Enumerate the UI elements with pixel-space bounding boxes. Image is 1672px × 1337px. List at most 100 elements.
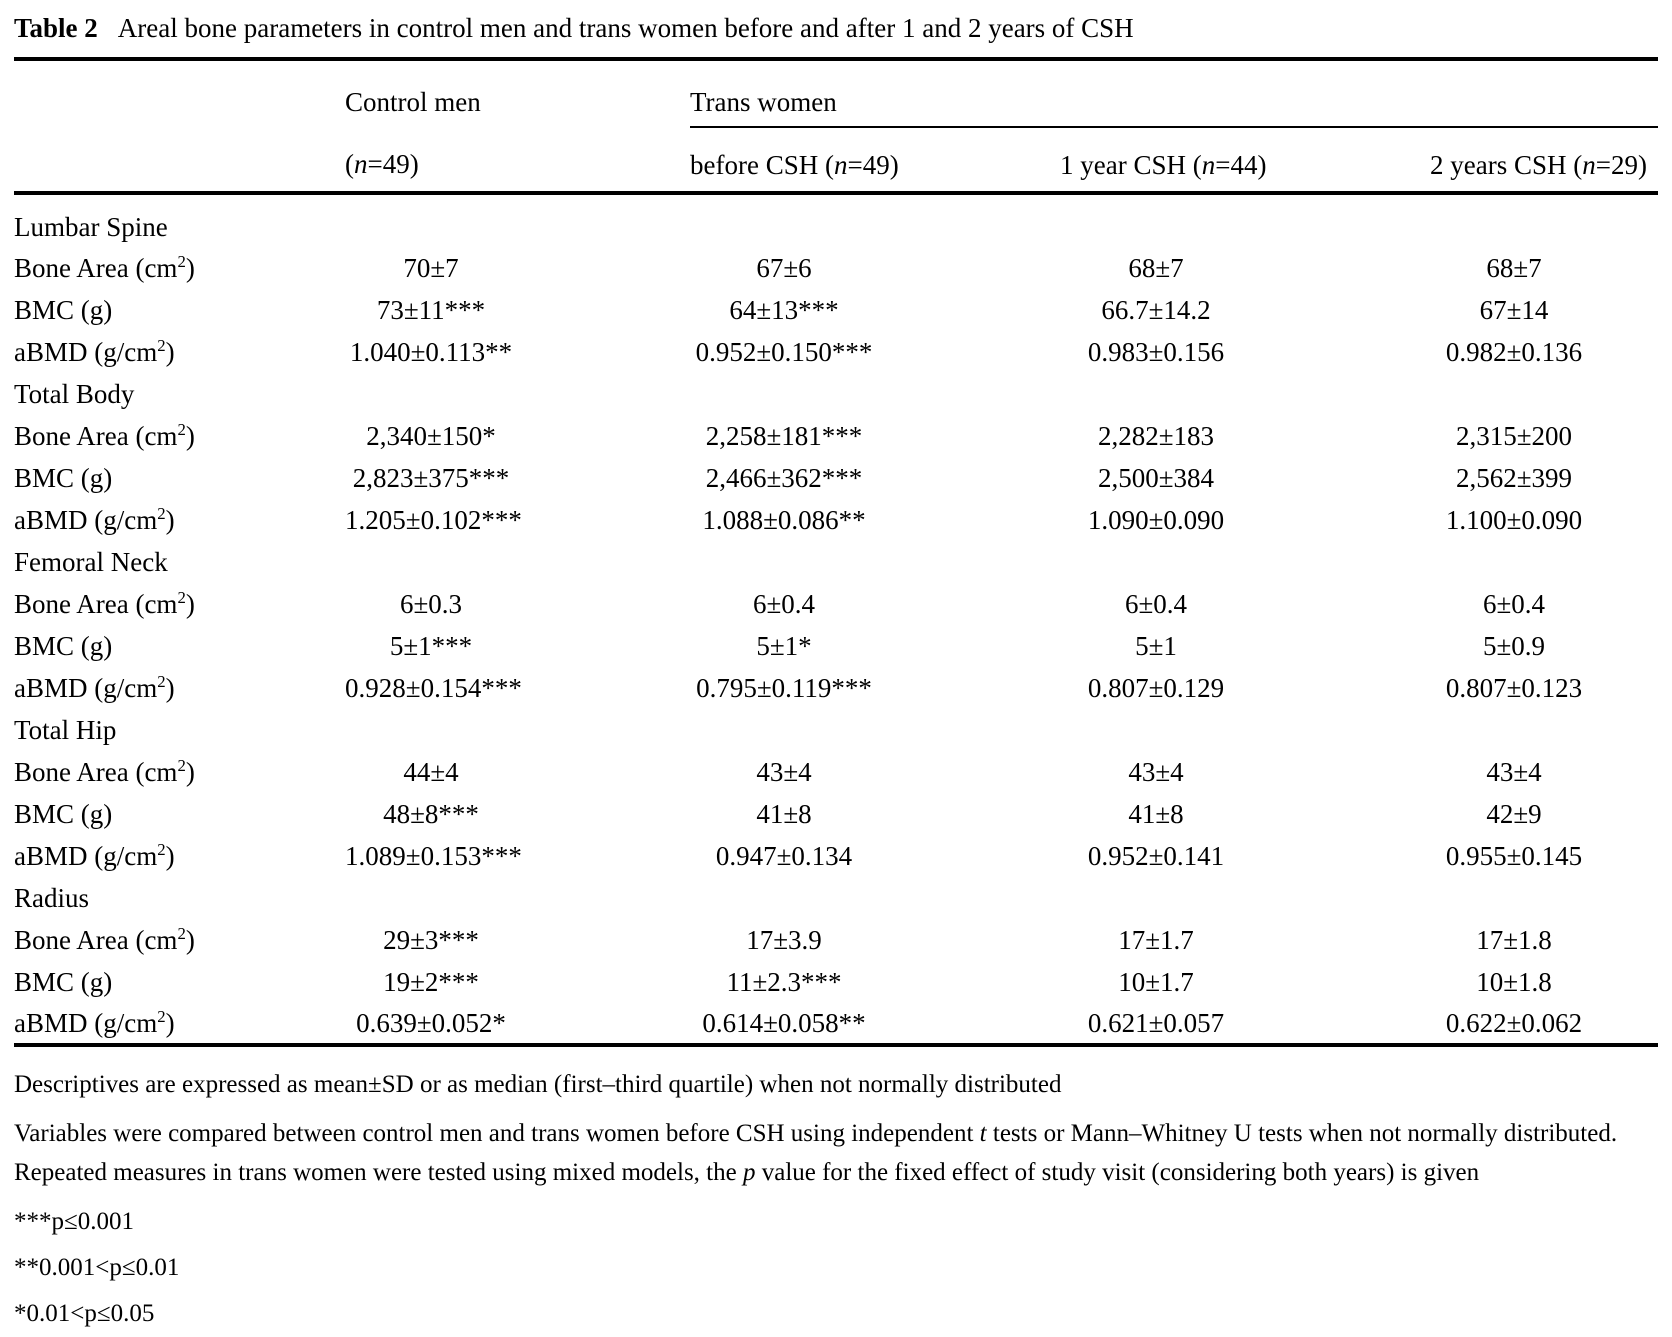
value: 64±13***: [729, 294, 839, 325]
value-cell: 2,562±399: [1430, 457, 1658, 499]
row-label-text: ): [165, 336, 175, 367]
row-label: Bone Area (cm2): [14, 751, 345, 793]
value: 6±0.3: [399, 588, 463, 619]
table-row: Bone Area (cm2) 44±4 43±4 43±4 43±4: [14, 751, 1658, 793]
row-label-text: ): [185, 420, 195, 451]
row-label: BMC (g): [14, 961, 345, 1003]
value-cell: 1.089±0.153***: [345, 835, 690, 877]
trans-women-label: Trans women: [690, 87, 837, 118]
value: 2,315±200: [1455, 420, 1573, 451]
table-row: Bone Area (cm2) 29±3*** 17±3.9 17±1.7 17±1.8: [14, 919, 1658, 961]
subcol-text: (: [345, 149, 354, 180]
footnote-italic-t: t: [979, 1120, 987, 1148]
table-row: aBMD (g/cm2) 1.205±0.102*** 1.088±0.086** 1…: [14, 499, 1658, 541]
value: 6±0.4: [1124, 588, 1188, 619]
value-cell: 1.090±0.090: [1060, 499, 1430, 541]
section-header-row: Femoral Neck: [14, 541, 1658, 583]
value: 2,282±183: [1097, 420, 1215, 451]
value: 0.955±0.145: [1445, 840, 1583, 871]
superscript: 2: [157, 335, 166, 355]
value-cell: 2,315±200: [1430, 415, 1658, 457]
footnote-sig-p001: ***p≤0.001: [14, 1208, 134, 1236]
row-label-text: aBMD (g/cm: [14, 1007, 158, 1038]
value-cell: 67±14: [1430, 289, 1658, 331]
value-cell: 41±8: [1060, 793, 1430, 835]
footnote-italic-p: p: [742, 1159, 756, 1187]
superscript: 2: [177, 587, 186, 607]
row-label: aBMD (g/cm2): [14, 667, 345, 709]
value-cell: 1.040±0.113**: [345, 331, 690, 373]
table-title: Areal bone parameters in control men and…: [117, 13, 1134, 43]
row-label-text: BMC (g): [14, 966, 113, 997]
subcol-text: before CSH (: [690, 150, 834, 181]
section-header-row: Radius: [14, 877, 1658, 919]
value: 6±0.4: [1482, 588, 1546, 619]
table-header: Control men Trans women (n=49) before CS…: [14, 59, 1658, 196]
value-cell: 73±11***: [345, 289, 690, 331]
row-label-text: aBMD (g/cm: [14, 336, 158, 367]
footnote-methods: Variables were compared between control …: [14, 1114, 1658, 1192]
value: 5±0.9: [1482, 630, 1546, 661]
value-cell: 17±1.8: [1430, 919, 1658, 961]
row-label-text: ): [185, 756, 195, 787]
value: 19±2***: [383, 966, 479, 997]
value: 70±7: [403, 252, 459, 283]
value: 0.614±0.058**: [702, 1007, 866, 1038]
table-number: Table 2: [14, 13, 98, 43]
value: 29±3***: [383, 924, 479, 955]
value-cell: 6±0.4: [1430, 583, 1658, 625]
value-cell: 0.955±0.145: [1430, 835, 1658, 877]
value: 5±1: [1135, 630, 1177, 661]
section-title: Radius: [14, 882, 90, 913]
row-label: aBMD (g/cm2): [14, 331, 345, 373]
value: 17±1.7: [1118, 924, 1194, 955]
superscript: 2: [157, 503, 166, 523]
row-label: aBMD (g/cm2): [14, 1003, 345, 1045]
value: 73±11***: [376, 294, 486, 325]
table-row: aBMD (g/cm2) 0.928±0.154*** 0.795±0.119***…: [14, 667, 1658, 709]
row-label-text: aBMD (g/cm: [14, 840, 158, 871]
superscript: 2: [157, 1006, 166, 1026]
value: 68±7: [1486, 252, 1542, 283]
footnote-sig-p01: **0.001<p≤0.01: [14, 1254, 180, 1282]
row-label-text: Bone Area (cm: [14, 756, 178, 787]
row-label: Bone Area (cm2): [14, 919, 345, 961]
value: 1.088±0.086**: [702, 504, 866, 535]
value: 6±0.4: [752, 588, 816, 619]
superscript: 2: [157, 671, 166, 691]
superscript: 2: [177, 251, 186, 271]
value: 0.621±0.057: [1087, 1007, 1225, 1038]
value-cell: 42±9: [1430, 793, 1658, 835]
section-header-row: Lumbar Spine: [14, 193, 1658, 247]
value-cell: 43±4: [690, 751, 1060, 793]
row-label: aBMD (g/cm2): [14, 835, 345, 877]
value: 44±4: [403, 756, 459, 787]
value: 10±1.8: [1476, 966, 1552, 997]
value: 17±1.8: [1476, 924, 1552, 955]
value-cell: 0.622±0.062: [1430, 1003, 1658, 1045]
value: 2,562±399: [1455, 462, 1573, 493]
value-cell: 2,340±150*: [345, 415, 690, 457]
value-cell: 11±2.3***: [690, 961, 1060, 1003]
section-title: Femoral Neck: [14, 546, 168, 577]
section-title: Total Body: [14, 378, 135, 409]
value: 0.947±0.134: [715, 840, 853, 871]
row-label: BMC (g): [14, 793, 345, 835]
subcol-n: n: [1201, 150, 1216, 181]
bone-parameters-table: Control men Trans women (n=49) before CS…: [14, 57, 1658, 1048]
empty-header-cell: [14, 59, 345, 127]
row-label: Bone Area (cm2): [14, 415, 345, 457]
control-men-header: Control men: [345, 59, 690, 127]
table-footnotes: Descriptives are expressed as mean±SD or…: [14, 1065, 1658, 1333]
row-label: aBMD (g/cm2): [14, 499, 345, 541]
subcol-2-years-csh: 2 years CSH (n=29): [1430, 127, 1658, 196]
value-cell: 0.982±0.136: [1430, 331, 1658, 373]
group-header-row: Control men Trans women: [14, 59, 1658, 129]
value-cell: 48±8***: [345, 793, 690, 835]
row-label-text: BMC (g): [14, 294, 113, 325]
value: 0.928±0.154***: [345, 672, 522, 703]
value: 0.982±0.136: [1445, 336, 1583, 367]
value: 0.952±0.141: [1087, 840, 1225, 871]
value-cell: 10±1.7: [1060, 961, 1430, 1003]
